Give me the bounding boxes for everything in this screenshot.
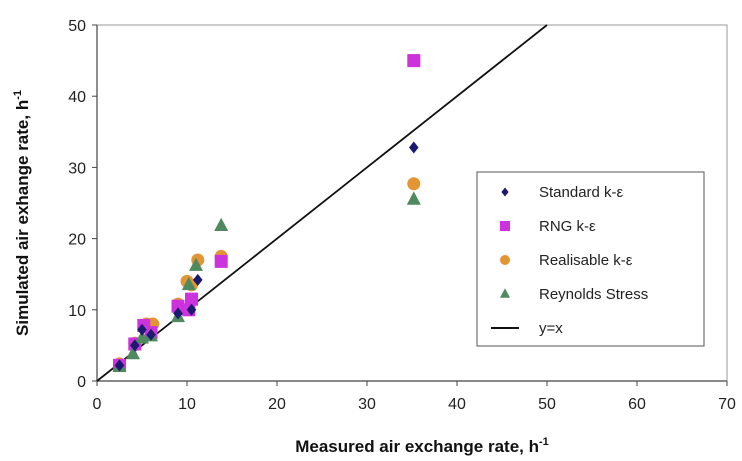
y-axis-title-text: Simulated air exhange rate, h (13, 100, 32, 336)
data-point (409, 141, 419, 154)
y-axis-title: Simulated air exhange rate, h-1 (12, 90, 32, 336)
legend-marker (501, 187, 509, 197)
x-tick-label: 50 (538, 396, 556, 413)
data-point (114, 359, 125, 372)
plot-area (96, 24, 728, 382)
data-point (186, 303, 197, 316)
data-point (181, 276, 196, 291)
x-tick-label: 40 (448, 396, 466, 413)
legend-item: RNG k-ε (500, 218, 596, 235)
legend-label: Realisable k-ε (539, 252, 633, 269)
legend-label: Reynolds Stress (539, 286, 648, 303)
x-axis-title: Measured air exchange rate, h-1 (295, 436, 549, 456)
data-point (126, 345, 140, 360)
legend-marker (500, 221, 510, 231)
data-point (189, 257, 203, 271)
legend-item: y=x (491, 320, 563, 337)
y-tick-label: 10 (68, 303, 86, 320)
y-axis: 0 10 20 30 40 50 (68, 18, 97, 391)
data-point (130, 339, 140, 352)
x-axis-title-text: Measured air exchange rate, h (295, 437, 539, 456)
legend-label: RNG k-ε (539, 218, 596, 235)
legend: Standard k-ε RNG k-ε Realisable k-ε Reynold… (476, 171, 705, 347)
x-tick-label: 30 (358, 396, 376, 413)
data-point (407, 177, 421, 191)
data-point (407, 54, 421, 68)
x-axis: 0 10 20 30 40 50 60 70 (93, 381, 736, 413)
legend-marker (500, 255, 510, 265)
data-point (214, 254, 228, 268)
data-point (171, 299, 185, 313)
y-tick-label: 30 (68, 160, 86, 177)
y-tick-label: 20 (68, 232, 86, 249)
x-tick-label: 10 (178, 396, 196, 413)
legend-label: Standard k-ε (539, 184, 624, 201)
legend-marker (500, 288, 510, 298)
data-point (193, 273, 203, 286)
series-realisable-k- (113, 177, 421, 371)
legend-box (476, 171, 705, 347)
data-point (406, 191, 421, 205)
legend-item: Reynolds Stress (500, 286, 648, 303)
x-tick-label: 20 (268, 396, 286, 413)
x-axis-title-sup: -1 (539, 436, 549, 448)
data-point (185, 292, 198, 306)
series-standard-k- (114, 141, 419, 372)
y-tick-label: 40 (68, 89, 86, 106)
y-tick-label: 0 (77, 374, 86, 391)
y-tick-label: 50 (68, 18, 86, 35)
legend-item: Standard k-ε (501, 184, 624, 201)
x-tick-label: 0 (93, 396, 102, 413)
y-axis-title-sup: -1 (12, 90, 24, 100)
x-tick-label: 60 (628, 396, 646, 413)
data-point (173, 307, 183, 320)
data-point (137, 323, 147, 336)
series-reynolds-stress (112, 191, 421, 373)
data-point (146, 328, 156, 341)
legend-item: Realisable k-ε (500, 252, 633, 269)
x-tick-label: 70 (718, 396, 736, 413)
data-point (214, 217, 229, 232)
legend-label: y=x (539, 320, 563, 337)
data-series (96, 24, 548, 382)
